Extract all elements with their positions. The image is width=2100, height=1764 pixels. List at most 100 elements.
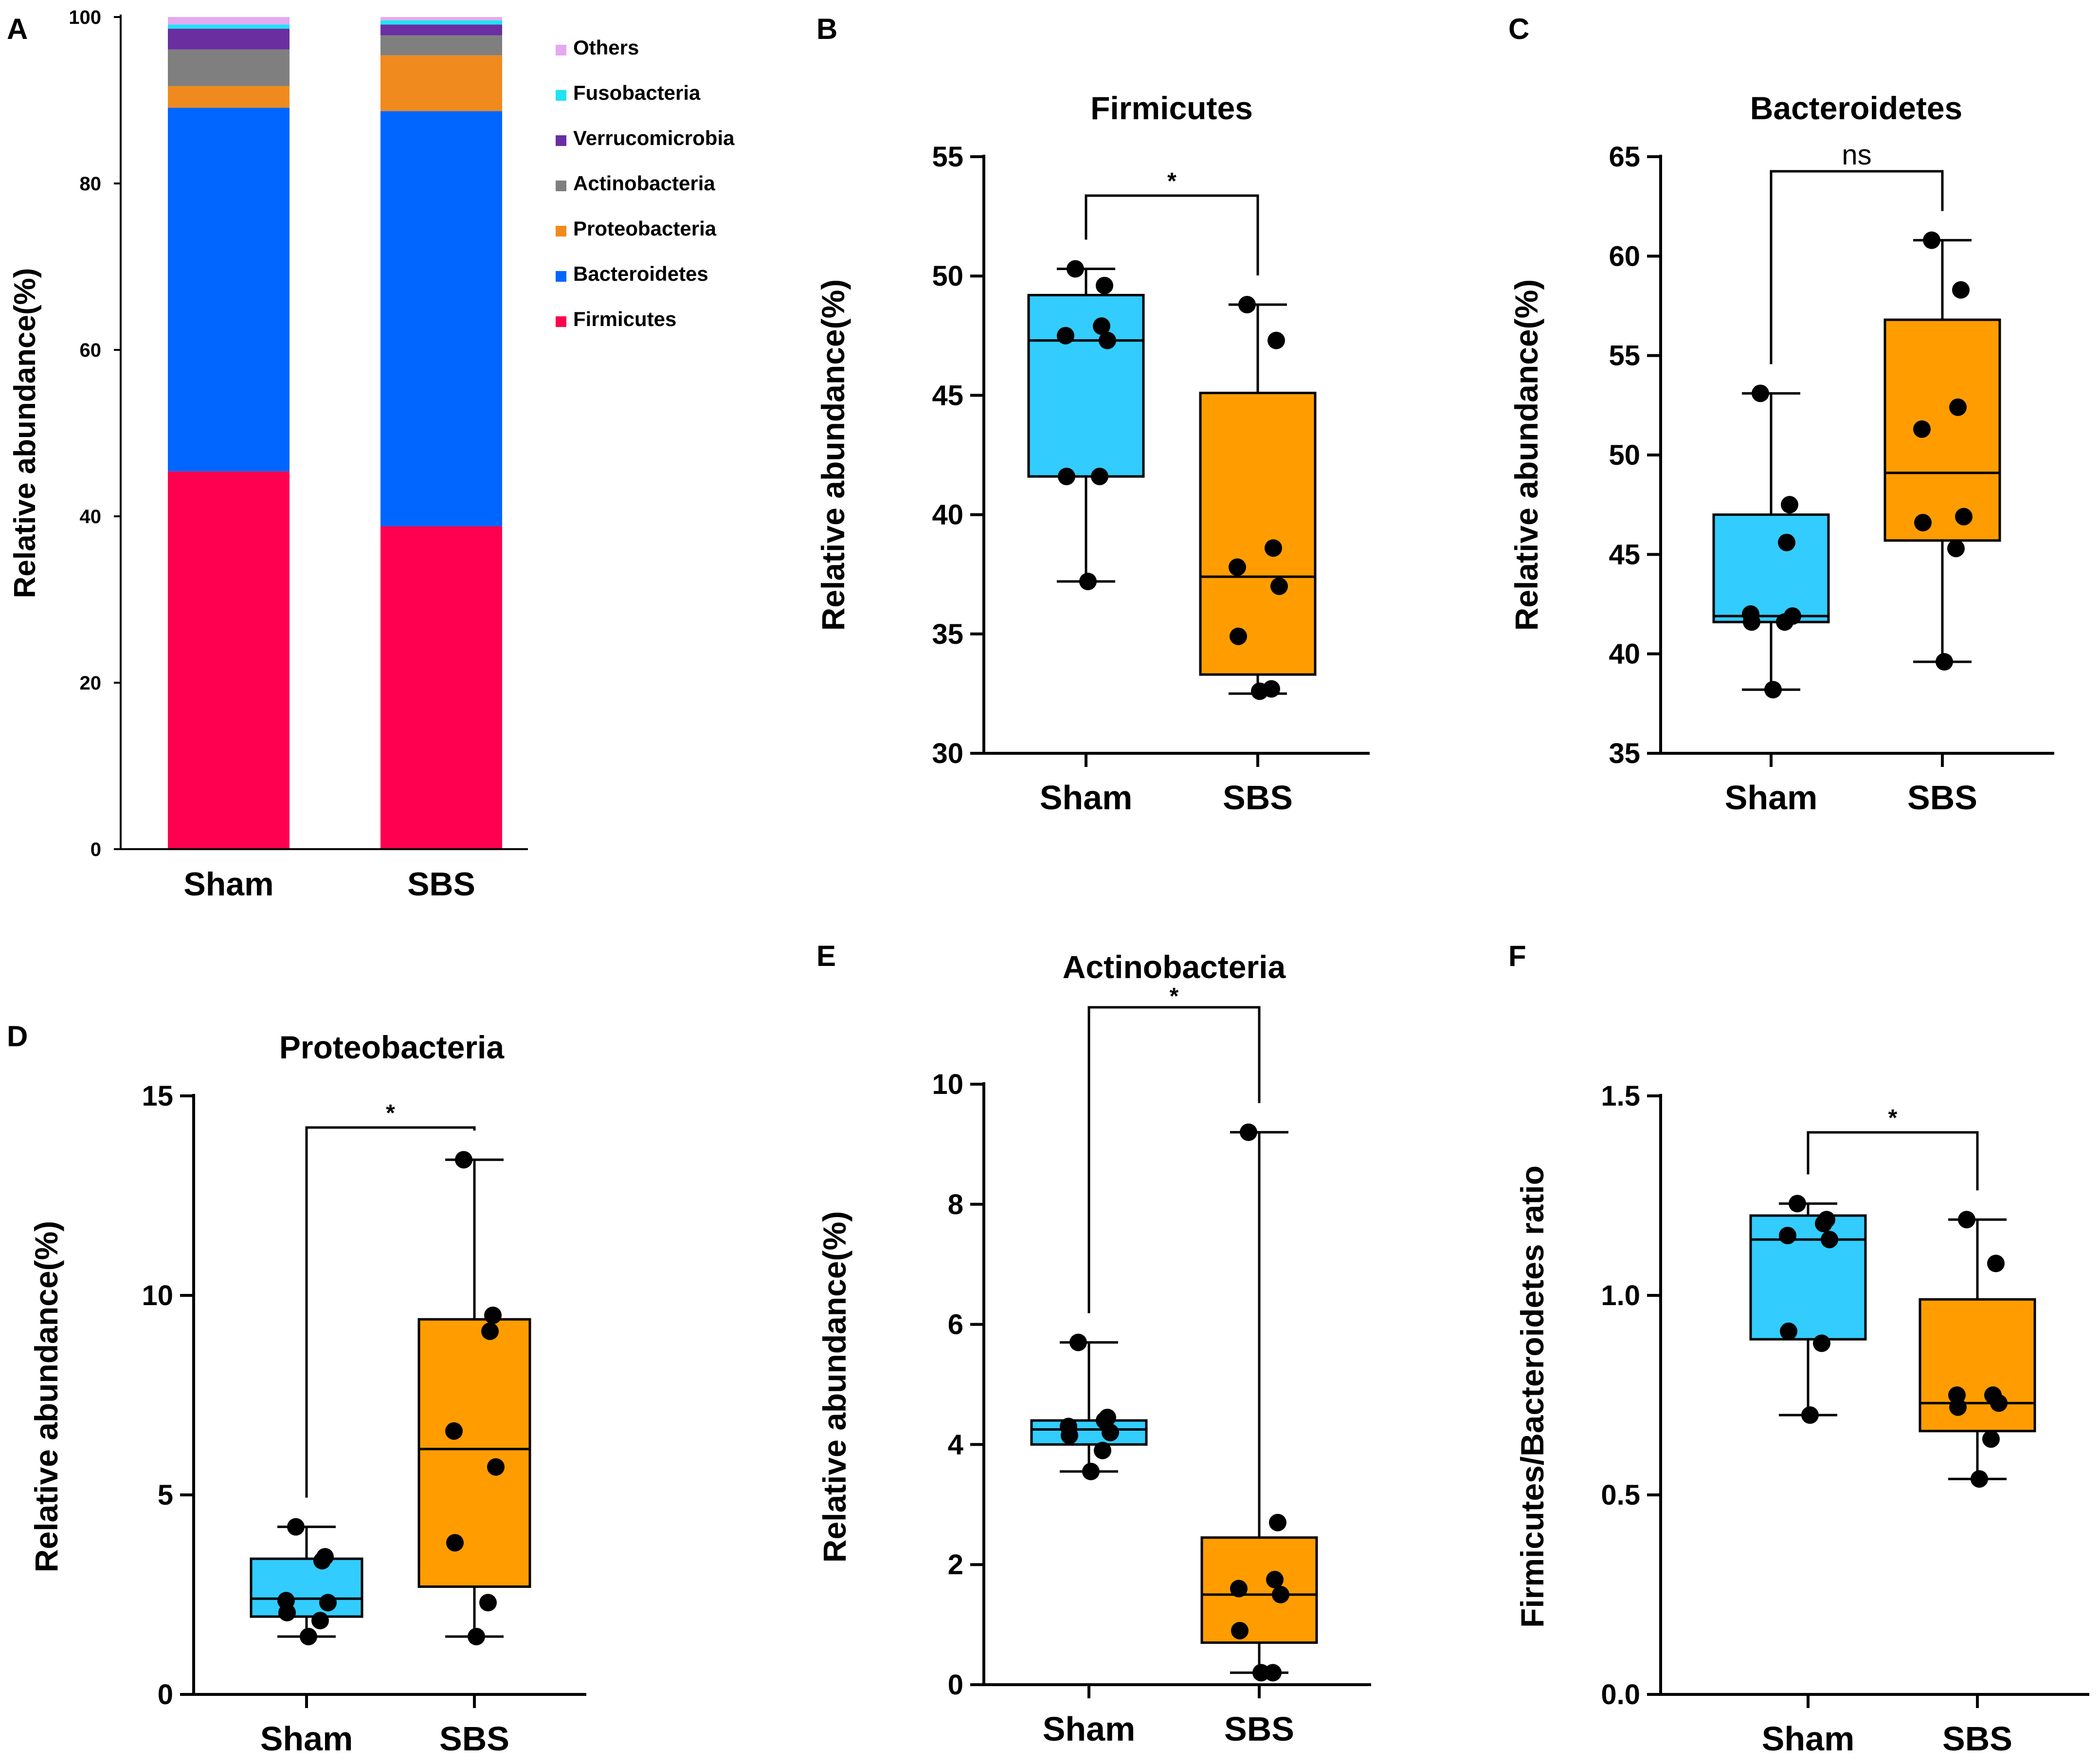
y-tick-label: 1.0 [1601, 1280, 1640, 1311]
y-tick-label: 0 [948, 1669, 963, 1701]
data-point [1952, 281, 1970, 299]
x-tick-label: Sham [1725, 779, 1818, 817]
data-point [1230, 627, 1247, 645]
box-sham [1712, 513, 1830, 623]
data-point [1779, 1227, 1796, 1244]
data-point [1270, 577, 1288, 595]
data-point [1231, 1621, 1249, 1639]
data-point [1094, 1441, 1111, 1459]
legend-swatch-firmicutes [556, 316, 566, 327]
data-point [1923, 231, 1940, 249]
box-sham [1027, 293, 1145, 478]
data-point [1764, 681, 1782, 699]
x-tick-label: SBS [1223, 779, 1293, 817]
y-tick-label: 35 [1609, 738, 1640, 769]
data-point [1971, 1470, 1988, 1488]
data-point [1058, 468, 1075, 486]
legend-label: Actinobacteria [573, 172, 715, 195]
x-tick-label: Sham [1040, 779, 1133, 817]
box-sham [1749, 1214, 1867, 1341]
y-axis-label: Relative abundance(%) [8, 268, 42, 599]
panel-letter-f: F [1508, 940, 1526, 972]
legend-label: Firmicutes [573, 308, 676, 330]
chart-title: Proteobacteria [279, 1029, 505, 1065]
significance-label: * [1888, 1105, 1898, 1131]
data-point [1949, 398, 1967, 416]
data-point [313, 1552, 331, 1570]
data-point [1913, 420, 1931, 438]
significance-bracket [1807, 1131, 1979, 1191]
y-tick-label: 8 [948, 1189, 963, 1220]
y-tick-label: 40 [80, 506, 102, 527]
data-point [1266, 1571, 1284, 1589]
bar-segment-others-sbs [380, 17, 502, 20]
legend-swatch-actinobacteria [556, 181, 566, 191]
data-point [278, 1603, 296, 1621]
data-point [1102, 1423, 1119, 1441]
x-tick-label: Sham [1043, 1710, 1136, 1748]
legend-swatch-fusobacteria [556, 90, 566, 101]
data-point [484, 1307, 502, 1324]
legend-label: Fusobacteria [573, 81, 701, 104]
y-tick-label: 6 [948, 1309, 963, 1341]
data-point [1272, 1585, 1289, 1603]
data-point [1914, 513, 1932, 531]
bar-segment-firmicutes-sham [168, 471, 290, 849]
significance-label: * [1167, 168, 1177, 194]
legend-label: Others [573, 36, 639, 59]
data-point [1778, 533, 1795, 551]
data-point [1949, 1398, 1967, 1416]
data-point [1776, 613, 1793, 631]
data-point [1821, 1231, 1838, 1249]
data-point [1099, 331, 1116, 349]
y-tick-label: 0 [91, 839, 101, 860]
y-tick-label: 20 [80, 673, 102, 694]
y-tick-label: 60 [1609, 240, 1640, 272]
y-tick-label: 45 [932, 380, 963, 411]
bar-segment-bacteroidetes-sham [168, 108, 290, 472]
data-point [1093, 317, 1110, 335]
legend-swatch-proteobacteria [556, 226, 566, 236]
data-point [1947, 540, 1965, 558]
chart-title: Actinobacteria [1063, 949, 1286, 985]
y-tick-label: 0.5 [1601, 1479, 1640, 1511]
bar-segment-others-sham [168, 17, 290, 25]
y-tick-label: 45 [1609, 539, 1640, 570]
bar-segment-proteobacteria-sbs [380, 55, 502, 111]
x-tick-label: SBS [407, 866, 475, 903]
data-point [1743, 613, 1760, 631]
y-tick-label: 55 [932, 141, 963, 173]
bar-segment-firmicutes-sbs [380, 526, 502, 849]
data-point [311, 1612, 329, 1630]
data-point [1265, 539, 1282, 557]
y-axis-label: Relative abundance(%) [28, 1221, 64, 1573]
y-tick-label: 80 [80, 173, 102, 195]
legend-swatch-others [556, 45, 566, 55]
x-tick-label: SBS [1224, 1710, 1294, 1748]
bar-segment-fusobacteria-sbs [380, 20, 502, 25]
y-axis-label: Relative abundance(%) [1508, 279, 1544, 631]
box-sbs [1883, 318, 2001, 542]
y-axis-label: Firmicutes/Bacteroidetes ratio [1514, 1165, 1550, 1628]
data-point [1096, 276, 1113, 294]
panel-letter-d: D [7, 1020, 28, 1053]
y-tick-label: 1.5 [1601, 1080, 1640, 1112]
panel-letter-a: A [7, 13, 28, 45]
data-point [1061, 1426, 1078, 1444]
data-point [481, 1322, 499, 1340]
x-tick-label: SBS [439, 1720, 509, 1758]
data-point [1229, 558, 1246, 576]
significance-bracket [1770, 170, 1944, 364]
x-tick-label: SBS [1942, 1720, 2012, 1758]
data-point [1251, 682, 1268, 700]
legend-label: Proteobacteria [573, 217, 717, 240]
bar-segment-actinobacteria-sham [168, 49, 290, 86]
box-plot-e: Actinobacteria 0 2 4 6 8 10 Relative abundance(… [816, 949, 1371, 1748]
legend-swatch-bacteroidetes [556, 271, 566, 282]
box-sbs [417, 1318, 531, 1588]
data-point [319, 1594, 337, 1612]
significance-bracket [1085, 194, 1259, 276]
y-tick-label: 0.0 [1601, 1679, 1640, 1710]
data-point [455, 1151, 472, 1169]
